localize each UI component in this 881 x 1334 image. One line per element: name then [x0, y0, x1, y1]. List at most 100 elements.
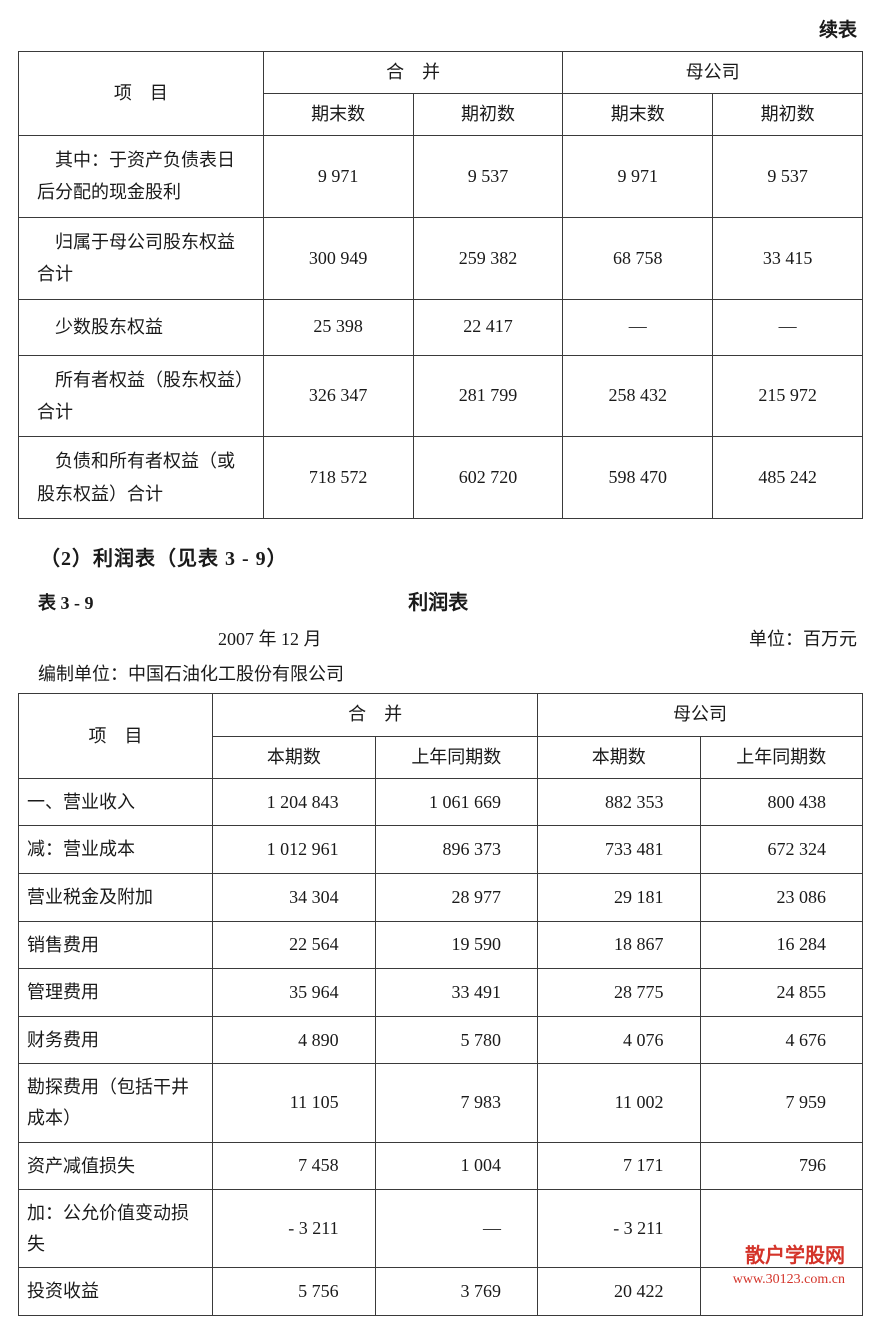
table-row: 管理费用35 96433 49128 77524 855 — [19, 969, 863, 1017]
col-item: 项 目 — [19, 51, 264, 135]
table-row: 营业税金及附加34 30428 97729 18123 086 — [19, 874, 863, 922]
cell-value: 9 971 — [263, 135, 413, 217]
table-row: 所有者权益（股东权益）合计326 347281 799258 432215 97… — [19, 355, 863, 437]
cell-value: 16 284 — [700, 921, 862, 969]
meta-row: 2007 年 12 月 单位：百万元 — [18, 627, 863, 652]
report-date: 2007 年 12 月 — [218, 627, 322, 652]
cell-value: 326 347 — [263, 355, 413, 437]
section-heading: （2）利润表（见表 3 - 9） — [40, 545, 863, 573]
cell-value: 1 012 961 — [213, 826, 375, 874]
cell-value: - 3 211 — [213, 1190, 375, 1268]
cell-value: 9 971 — [563, 135, 713, 217]
cell-value: 33 415 — [713, 217, 863, 299]
cell-value: 4 676 — [700, 1016, 862, 1064]
col-sub: 期末数 — [563, 93, 713, 135]
cell-value: 5 780 — [375, 1016, 537, 1064]
cell-value: - 3 211 — [538, 1190, 700, 1268]
cell-value: 598 470 — [563, 437, 713, 519]
table-body: 其中：于资产负债表日后分配的现金股利9 9719 5379 9719 537 归… — [19, 135, 863, 518]
col-sub: 上年同期数 — [375, 736, 537, 778]
table-head: 项 目 合 并 母公司 期末数 期初数 期末数 期初数 — [19, 51, 863, 135]
cell-value: 733 481 — [538, 826, 700, 874]
cell-value: 258 432 — [563, 355, 713, 437]
cell-value: — — [713, 299, 863, 355]
col-group-parent: 母公司 — [563, 51, 863, 93]
balance-sheet-continuation-table: 项 目 合 并 母公司 期末数 期初数 期末数 期初数 其中：于资产负债表日后分… — [18, 51, 863, 520]
col-sub: 本期数 — [538, 736, 700, 778]
cell-value: — — [563, 299, 713, 355]
col-group-parent: 母公司 — [538, 694, 863, 736]
cell-value: 29 181 — [538, 874, 700, 922]
cell-value: 1 004 — [375, 1142, 537, 1190]
cell-value: 7 959 — [700, 1064, 862, 1142]
cell-value: 11 105 — [213, 1064, 375, 1142]
cell-value: 259 382 — [413, 217, 563, 299]
col-sub: 期初数 — [413, 93, 563, 135]
col-sub: 期初数 — [713, 93, 863, 135]
col-sub: 本期数 — [213, 736, 375, 778]
table-row: 少数股东权益25 39822 417—— — [19, 299, 863, 355]
cell-value: 485 242 — [713, 437, 863, 519]
cell-value — [700, 1190, 862, 1268]
cell-value — [700, 1268, 862, 1316]
page: 续表 项 目 合 并 母公司 期末数 期初数 期末数 期初数 其中：于资产负债表… — [18, 18, 863, 1316]
table-row: 加：公允价值变动损失- 3 211—- 3 211 — [19, 1190, 863, 1268]
cell-value: 300 949 — [263, 217, 413, 299]
table-row: 其中：于资产负债表日后分配的现金股利9 9719 5379 9719 537 — [19, 135, 863, 217]
cell-value: 35 964 — [213, 969, 375, 1017]
cell-value: — — [375, 1190, 537, 1268]
table-row: 投资收益5 7563 76920 422 — [19, 1268, 863, 1316]
table-row: 财务费用4 8905 7804 0764 676 — [19, 1016, 863, 1064]
table-row: 资产减值损失7 4581 0047 171796 — [19, 1142, 863, 1190]
cell-value: 281 799 — [413, 355, 563, 437]
row-label: 其中：于资产负债表日后分配的现金股利 — [19, 135, 264, 217]
report-unit: 单位：百万元 — [749, 627, 857, 652]
cell-value: 1 204 843 — [213, 778, 375, 826]
table-head: 项 目 合 并 母公司 本期数 上年同期数 本期数 上年同期数 — [19, 694, 863, 778]
meta-row: 表 3 - 9 利润表 — [18, 589, 863, 617]
table-row: 归属于母公司股东权益合计300 949259 38268 75833 415 — [19, 217, 863, 299]
cell-value: 718 572 — [263, 437, 413, 519]
cell-value: 28 775 — [538, 969, 700, 1017]
cell-value: 20 422 — [538, 1268, 700, 1316]
col-sub: 上年同期数 — [700, 736, 862, 778]
row-label: 减：营业成本 — [19, 826, 213, 874]
cell-value: 3 769 — [375, 1268, 537, 1316]
cell-value: 7 171 — [538, 1142, 700, 1190]
row-label: 归属于母公司股东权益合计 — [19, 217, 264, 299]
cell-value: 7 458 — [213, 1142, 375, 1190]
cell-value: 896 373 — [375, 826, 537, 874]
row-label: 营业税金及附加 — [19, 874, 213, 922]
cell-value: 22 564 — [213, 921, 375, 969]
cell-value: 28 977 — [375, 874, 537, 922]
cell-value: 602 720 — [413, 437, 563, 519]
row-label: 加：公允价值变动损失 — [19, 1190, 213, 1268]
table-body: 一、营业收入1 204 8431 061 669882 353800 438减：… — [19, 778, 863, 1315]
row-label: 财务费用 — [19, 1016, 213, 1064]
cell-value: 882 353 — [538, 778, 700, 826]
table-number: 表 3 - 9 — [38, 591, 94, 616]
table-row: 销售费用22 56419 59018 86716 284 — [19, 921, 863, 969]
table-row: 勘探费用（包括干井成本）11 1057 98311 0027 959 — [19, 1064, 863, 1142]
cell-value: 9 537 — [413, 135, 563, 217]
table-row: 一、营业收入1 204 8431 061 669882 353800 438 — [19, 778, 863, 826]
income-statement-table: 项 目 合 并 母公司 本期数 上年同期数 本期数 上年同期数 一、营业收入1 … — [18, 693, 863, 1316]
row-label: 销售费用 — [19, 921, 213, 969]
cell-value: 23 086 — [700, 874, 862, 922]
cell-value: 800 438 — [700, 778, 862, 826]
row-label: 一、营业收入 — [19, 778, 213, 826]
row-label: 资产减值损失 — [19, 1142, 213, 1190]
table-title: 利润表 — [94, 589, 784, 617]
col-group-consolidated: 合 并 — [263, 51, 563, 93]
cell-value: 24 855 — [700, 969, 862, 1017]
cell-value: 5 756 — [213, 1268, 375, 1316]
cell-value: 11 002 — [538, 1064, 700, 1142]
row-label: 勘探费用（包括干井成本） — [19, 1064, 213, 1142]
cell-value: 4 076 — [538, 1016, 700, 1064]
row-label: 负债和所有者权益（或股东权益）合计 — [19, 437, 264, 519]
cell-value: 1 061 669 — [375, 778, 537, 826]
cell-value: 4 890 — [213, 1016, 375, 1064]
cell-value: 672 324 — [700, 826, 862, 874]
cell-value: 68 758 — [563, 217, 713, 299]
cell-value: 19 590 — [375, 921, 537, 969]
